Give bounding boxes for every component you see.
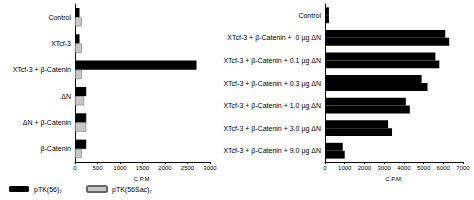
- svg-text:2000: 2000: [358, 165, 372, 171]
- svg-text:XTcf-3 + β-Catenin + 0.1 µg ΔN: XTcf-3 + β-Catenin + 0.1 µg ΔN: [223, 57, 321, 65]
- svg-text:1000: 1000: [113, 165, 127, 171]
- svg-text:1000: 1000: [338, 165, 352, 171]
- svg-text:ΔN + β-Catenin: ΔN + β-Catenin: [23, 119, 71, 127]
- svg-text:XTcf-3 + β-Catenin + 0 µg ΔN: XTcf-3 + β-Catenin + 0 µg ΔN: [227, 34, 321, 42]
- svg-text:Control: Control: [298, 12, 321, 19]
- svg-text:0: 0: [73, 165, 77, 171]
- svg-text:XTcf-3 + β-Catenin + 3.0 µg ΔN: XTcf-3 + β-Catenin + 3.0 µg ΔN: [223, 125, 321, 133]
- svg-text:XTcf-3 + β-Catenin: XTcf-3 + β-Catenin: [13, 66, 71, 74]
- svg-text:XTcf-3: XTcf-3: [51, 40, 71, 47]
- svg-text:β-Catenin: β-Catenin: [41, 145, 72, 153]
- svg-text:4000: 4000: [397, 165, 411, 171]
- svg-text:5000: 5000: [417, 165, 431, 171]
- svg-text:Control: Control: [48, 14, 71, 21]
- svg-text:500: 500: [92, 165, 103, 171]
- svg-text:0: 0: [323, 165, 327, 171]
- svg-text:6000: 6000: [437, 165, 451, 171]
- svg-text:XTcf-3 + β-Catenin + 1.0 µg ΔN: XTcf-3 + β-Catenin + 1.0 µg ΔN: [223, 102, 321, 110]
- svg-text:pTK(56)₂: pTK(56)₂: [34, 186, 62, 194]
- svg-text:ΔN: ΔN: [61, 93, 71, 100]
- svg-text:C.P.M.: C.P.M.: [134, 176, 152, 182]
- svg-text:XTcf-3 + β-Catenin + 0.3 µg ΔN: XTcf-3 + β-Catenin + 0.3 µg ΔN: [223, 80, 321, 88]
- svg-text:3000: 3000: [377, 165, 391, 171]
- svg-text:2000: 2000: [158, 165, 172, 171]
- svg-text:C.P.M.: C.P.M.: [385, 176, 403, 182]
- svg-text:XTcf-3 + β-Catenin + 9.0 µg ΔN: XTcf-3 + β-Catenin + 9.0 µg ΔN: [223, 147, 321, 155]
- svg-text:3000: 3000: [203, 165, 217, 171]
- svg-text:1500: 1500: [136, 165, 150, 171]
- svg-text:pTK(56Sac)₇: pTK(56Sac)₇: [112, 186, 152, 194]
- svg-text:2500: 2500: [181, 165, 195, 171]
- svg-text:7000: 7000: [456, 165, 470, 171]
